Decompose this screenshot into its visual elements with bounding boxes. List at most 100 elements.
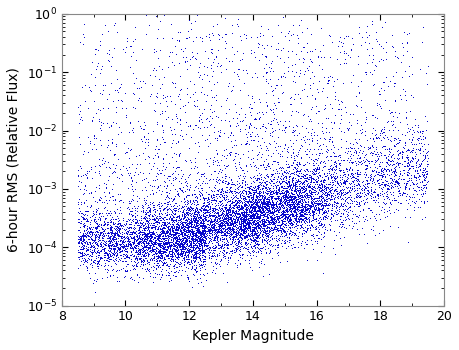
Point xyxy=(359,214,367,219)
Point xyxy=(228,200,235,206)
Point xyxy=(190,247,197,253)
Point xyxy=(151,250,159,255)
Point xyxy=(297,17,304,22)
Point xyxy=(286,199,293,205)
Point xyxy=(227,241,235,247)
Point xyxy=(298,166,305,172)
Point xyxy=(395,191,403,196)
Point xyxy=(348,35,355,41)
Point xyxy=(119,259,127,264)
Point xyxy=(285,194,292,200)
Point xyxy=(391,183,398,188)
Point xyxy=(193,240,200,246)
Point xyxy=(318,158,325,164)
Point xyxy=(251,201,258,207)
Point xyxy=(153,219,161,225)
Point xyxy=(231,233,239,239)
Point xyxy=(205,226,213,231)
Point xyxy=(269,58,276,63)
Point xyxy=(283,177,290,183)
Point xyxy=(155,250,162,256)
Point xyxy=(190,228,197,234)
Point xyxy=(98,232,106,238)
Point xyxy=(100,218,107,223)
Point xyxy=(280,195,287,200)
Point xyxy=(269,180,276,186)
Point xyxy=(315,194,322,199)
Point xyxy=(169,218,176,224)
Point xyxy=(240,213,247,218)
Point xyxy=(128,245,135,251)
Point xyxy=(296,175,303,181)
Point xyxy=(95,205,102,211)
Point xyxy=(253,143,260,149)
Point xyxy=(320,184,327,190)
Point xyxy=(193,195,201,201)
Point xyxy=(201,220,208,226)
Point xyxy=(180,48,187,54)
Point xyxy=(260,65,268,71)
Point xyxy=(80,238,87,244)
Point xyxy=(207,205,214,211)
Point xyxy=(384,167,391,172)
Point xyxy=(216,222,224,228)
Point xyxy=(305,219,313,225)
Point xyxy=(254,211,262,217)
Point xyxy=(155,241,162,247)
Point xyxy=(196,222,203,227)
Point xyxy=(292,213,299,218)
Point xyxy=(133,264,140,269)
Point xyxy=(291,208,299,213)
Point xyxy=(252,189,260,195)
Point xyxy=(264,205,271,211)
Point xyxy=(87,229,94,234)
Point xyxy=(221,162,228,168)
Point xyxy=(207,212,214,218)
Point xyxy=(159,160,167,166)
Point xyxy=(391,161,398,167)
Point xyxy=(233,222,241,228)
Point xyxy=(280,208,287,214)
Point xyxy=(182,250,190,255)
Point xyxy=(201,230,208,236)
Point xyxy=(235,224,242,230)
Point xyxy=(116,245,123,251)
Point xyxy=(313,160,320,166)
Point xyxy=(172,207,179,212)
Point xyxy=(207,220,214,226)
Point xyxy=(163,241,171,247)
Point xyxy=(278,172,285,177)
Point xyxy=(234,204,241,210)
Point xyxy=(182,208,190,213)
Point xyxy=(330,153,338,159)
Point xyxy=(313,164,320,169)
Point xyxy=(409,163,416,169)
Point xyxy=(328,184,336,190)
Point xyxy=(157,255,164,260)
Point xyxy=(248,236,255,242)
Point xyxy=(144,209,151,215)
Point xyxy=(141,236,149,241)
Point xyxy=(137,258,144,264)
Point xyxy=(361,182,369,187)
Point xyxy=(381,132,389,138)
Point xyxy=(304,113,311,118)
Point xyxy=(117,252,124,258)
Point xyxy=(182,230,189,235)
Point xyxy=(184,274,191,280)
Point xyxy=(274,219,281,225)
Point xyxy=(270,195,278,201)
Point xyxy=(190,217,197,223)
Point xyxy=(240,228,247,233)
Point xyxy=(198,243,205,248)
Point xyxy=(276,237,283,243)
Point xyxy=(301,86,308,92)
Point xyxy=(368,142,375,148)
Point xyxy=(166,246,174,252)
Point xyxy=(130,259,137,264)
Point xyxy=(268,200,275,205)
Point xyxy=(254,182,261,187)
Point xyxy=(285,215,292,221)
Point xyxy=(353,155,361,160)
Point xyxy=(256,218,263,224)
